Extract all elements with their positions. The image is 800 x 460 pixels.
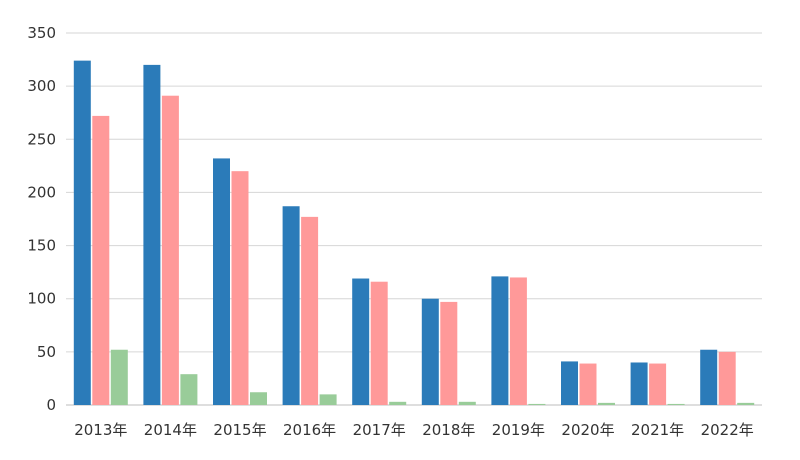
bar-2022年-series-1 (700, 349, 718, 405)
y-tick-label: 250 (27, 130, 56, 148)
bar-2020年-series-1 (561, 361, 578, 405)
bar-2020年-series-3 (598, 402, 615, 405)
bar-2015年-series-2 (231, 171, 249, 405)
bar-2017年-series-3 (389, 401, 407, 405)
bar-2018年-series-3 (458, 401, 476, 405)
bar-2019年-series-2 (509, 277, 527, 405)
x-tick-label: 2016年 (283, 421, 336, 439)
bar-2021年-series-3 (667, 403, 685, 405)
bar-2018年-series-2 (440, 301, 458, 405)
x-tick-label: 2018年 (422, 421, 475, 439)
x-tick-label: 2013年 (74, 421, 127, 439)
y-tick-label: 350 (27, 24, 56, 42)
bar-2014年-series-3 (180, 374, 198, 405)
y-tick-label: 0 (46, 396, 56, 414)
x-tick-label: 2021年 (631, 421, 684, 439)
grid-lines (66, 32, 762, 406)
y-tick-label: 300 (27, 77, 56, 95)
y-tick-label: 200 (27, 183, 56, 201)
x-tick-label: 2019年 (492, 421, 545, 439)
y-tick-label: 100 (27, 290, 56, 308)
bar-2014年-series-2 (161, 95, 179, 406)
bar-2013年-series-2 (92, 115, 110, 405)
bar-2019年-series-1 (491, 276, 509, 405)
bar-2014年-series-1 (143, 64, 161, 405)
bar-2017年-series-2 (370, 281, 388, 405)
bars (73, 60, 755, 406)
bar-2018年-series-1 (421, 298, 439, 405)
y-tick-label: 50 (37, 343, 56, 361)
bar-2017年-series-1 (352, 278, 370, 405)
bar-2021年-series-2 (649, 363, 667, 405)
y-tick-label: 150 (27, 237, 56, 255)
bar-2013年-series-1 (73, 60, 91, 406)
bar-2022年-series-2 (718, 351, 736, 405)
bar-2020年-series-2 (579, 363, 597, 405)
bar-2015年-series-1 (213, 158, 230, 405)
bar-2013年-series-3 (110, 349, 128, 405)
x-tick-label: 2015年 (213, 421, 266, 439)
bar-2022年-series-3 (737, 402, 755, 405)
bar-2016年-series-3 (319, 394, 337, 405)
x-tick-label: 2020年 (561, 421, 614, 439)
bar-2015年-series-3 (250, 392, 267, 405)
bar-2021年-series-1 (630, 362, 648, 405)
x-tick-label: 2022年 (701, 421, 754, 439)
bar-2019年-series-3 (528, 403, 546, 405)
x-axis-tick-labels: 2013年 2014年 2015年 2016年 2017年 2018年 2019年 2020年… (74, 421, 754, 439)
bar-2016年-series-1 (282, 206, 300, 405)
x-tick-label: 2014年 (144, 421, 197, 439)
y-axis-tick-labels: 0 50 100 150 200 250 300 350 (27, 24, 56, 414)
bar-2016年-series-2 (301, 216, 319, 405)
x-tick-label: 2017年 (353, 421, 406, 439)
